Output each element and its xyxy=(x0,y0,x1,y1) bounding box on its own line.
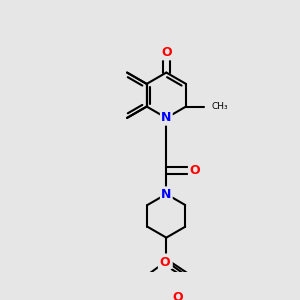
Text: N: N xyxy=(161,255,172,268)
Text: N: N xyxy=(161,111,172,124)
Text: O: O xyxy=(189,164,200,177)
Text: O: O xyxy=(159,256,170,269)
Text: O: O xyxy=(173,291,183,300)
Text: O: O xyxy=(161,46,172,59)
Text: CH₃: CH₃ xyxy=(212,102,228,111)
Text: N: N xyxy=(161,188,172,201)
